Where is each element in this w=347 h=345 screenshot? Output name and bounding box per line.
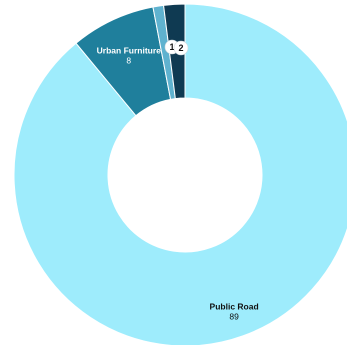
value-bubble-label: 2: [178, 43, 183, 53]
value-bubble: [173, 40, 189, 56]
slice-label-value: 8: [126, 56, 131, 66]
value-bubble-label: 1: [169, 42, 174, 52]
donut-slice-public-road[interactable]: [13, 3, 347, 345]
slice-label-name: Public Road: [210, 301, 259, 311]
slice-label-name: Urban Furniture: [97, 46, 161, 56]
slice-label-value: 89: [229, 311, 239, 321]
